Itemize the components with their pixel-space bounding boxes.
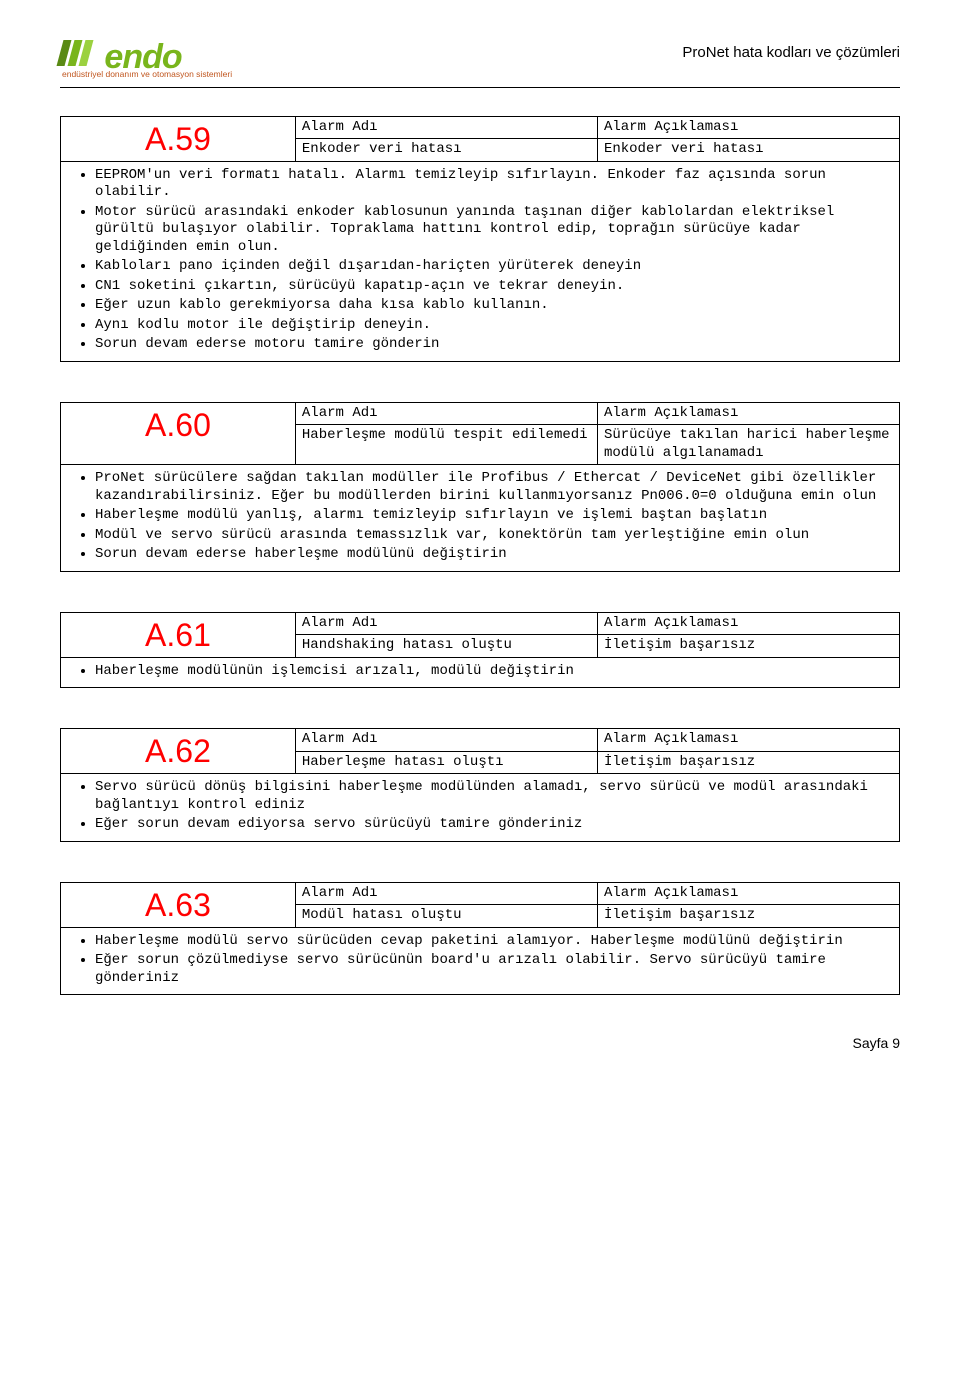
alarm-bullet-item: ProNet sürücülere sağdan takılan modülle…: [95, 469, 891, 506]
page-footer: Sayfa 9: [60, 1035, 900, 1051]
alarm-name-value: Haberleşme hatası oluştı: [295, 751, 597, 774]
alarm-bullet-item: Haberleşme modülü yanlış, alarmı temizle…: [95, 506, 891, 526]
alarm-desc-header: Alarm Açıklaması: [597, 729, 899, 752]
alarm-desc-header: Alarm Açıklaması: [597, 612, 899, 635]
alarm-table: A.62Alarm AdıAlarm AçıklamasıHaberleşme …: [60, 728, 900, 774]
logo-bars-icon: [57, 40, 94, 66]
alarm-block: A.62Alarm AdıAlarm AçıklamasıHaberleşme …: [60, 728, 900, 842]
header-underline: [60, 87, 900, 88]
alarm-bullet-item: Eğer uzun kablo gerekmiyorsa daha kısa k…: [95, 296, 891, 316]
alarm-desc-value: Sürücüye takılan harici haberleşme modül…: [597, 425, 899, 465]
alarm-bullet-item: Sorun devam ederse motoru tamire gönderi…: [95, 335, 891, 355]
alarm-desc-value: İletişim başarısız: [597, 635, 899, 658]
alarm-code: A.59: [61, 116, 296, 161]
alarm-bullet-item: Sorun devam ederse haberleşme modülünü d…: [95, 545, 891, 565]
alarm-name-header: Alarm Adı: [295, 402, 597, 425]
alarm-bullet-item: EEPROM'un veri formatı hatalı. Alarmı te…: [95, 166, 891, 203]
page-header: endo endüstriyel donanım ve otomasyon si…: [60, 40, 900, 79]
alarm-bullet-item: Kabloları pano içinden değil dışarıdan-h…: [95, 257, 891, 277]
alarm-name-header: Alarm Adı: [295, 612, 597, 635]
alarm-bullets: Haberleşme modülünün işlemcisi arızalı, …: [60, 658, 900, 689]
alarm-desc-value: İletişim başarısız: [597, 905, 899, 928]
alarms-container: A.59Alarm AdıAlarm AçıklamasıEnkoder ver…: [60, 116, 900, 996]
alarm-code: A.62: [61, 729, 296, 774]
alarm-block: A.60Alarm AdıAlarm AçıklamasıHaberleşme …: [60, 402, 900, 572]
alarm-desc-header: Alarm Açıklaması: [597, 116, 899, 139]
alarm-name-header: Alarm Adı: [295, 729, 597, 752]
alarm-code: A.61: [61, 612, 296, 657]
page-number: Sayfa 9: [853, 1035, 900, 1051]
alarm-block: A.61Alarm AdıAlarm AçıklamasıHandshaking…: [60, 612, 900, 689]
alarm-block: A.63Alarm AdıAlarm AçıklamasıModül hatas…: [60, 882, 900, 996]
alarm-bullet-item: Modül ve servo sürücü arasında temassızl…: [95, 526, 891, 546]
alarm-desc-value: Enkoder veri hatası: [597, 139, 899, 162]
alarm-desc-header: Alarm Açıklaması: [597, 882, 899, 905]
alarm-bullet-item: Servo sürücü dönüş bilgisini haberleşme …: [95, 778, 891, 815]
alarm-name-header: Alarm Adı: [295, 882, 597, 905]
logo-subtitle: endüstriyel donanım ve otomasyon sisteml…: [62, 70, 232, 79]
alarm-table: A.61Alarm AdıAlarm AçıklamasıHandshaking…: [60, 612, 900, 658]
alarm-bullet-item: Motor sürücü arasındaki enkoder kablosun…: [95, 203, 891, 258]
alarm-name-value: Enkoder veri hatası: [295, 139, 597, 162]
alarm-name-value: Modül hatası oluştu: [295, 905, 597, 928]
alarm-table: A.63Alarm AdıAlarm AçıklamasıModül hatas…: [60, 882, 900, 928]
alarm-name-value: Haberleşme modülü tespit edilemedi: [295, 425, 597, 465]
alarm-name-header: Alarm Adı: [295, 116, 597, 139]
logo-block: endo endüstriyel donanım ve otomasyon si…: [60, 40, 232, 79]
alarm-block: A.59Alarm AdıAlarm AçıklamasıEnkoder ver…: [60, 116, 900, 362]
alarm-bullet-item: Eğer sorun devam ediyorsa servo sürücüyü…: [95, 815, 891, 835]
alarm-desc-value: İletişim başarısız: [597, 751, 899, 774]
alarm-bullets: ProNet sürücülere sağdan takılan modülle…: [60, 465, 900, 572]
alarm-bullets: Servo sürücü dönüş bilgisini haberleşme …: [60, 774, 900, 842]
alarm-bullets: Haberleşme modülü servo sürücüden cevap …: [60, 928, 900, 996]
alarm-bullet-item: Haberleşme modülü servo sürücüden cevap …: [95, 932, 891, 952]
alarm-table: A.60Alarm AdıAlarm AçıklamasıHaberleşme …: [60, 402, 900, 466]
alarm-bullet-item: Haberleşme modülünün işlemcisi arızalı, …: [95, 662, 891, 682]
alarm-name-value: Handshaking hatası oluştu: [295, 635, 597, 658]
alarm-desc-header: Alarm Açıklaması: [597, 402, 899, 425]
alarm-bullet-item: Aynı kodlu motor ile değiştirip deneyin.: [95, 316, 891, 336]
document-title: ProNet hata kodları ve çözümleri: [682, 44, 900, 61]
alarm-bullet-item: Eğer sorun çözülmediyse servo sürücünün …: [95, 951, 891, 988]
alarm-table: A.59Alarm AdıAlarm AçıklamasıEnkoder ver…: [60, 116, 900, 162]
alarm-bullets: EEPROM'un veri formatı hatalı. Alarmı te…: [60, 162, 900, 362]
alarm-code: A.60: [61, 402, 296, 465]
alarm-bullet-item: CN1 soketini çıkartın, sürücüyü kapatıp-…: [95, 277, 891, 297]
alarm-code: A.63: [61, 882, 296, 927]
